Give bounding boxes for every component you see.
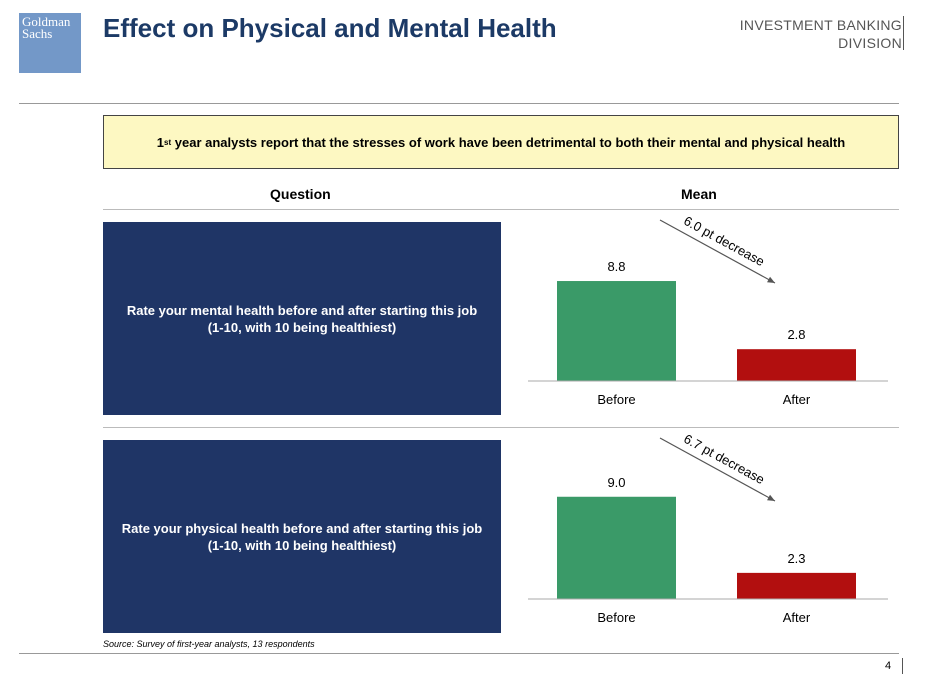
logo-line2: Sachs: [22, 26, 53, 41]
mental-health-chart: 8.8 Before 2.8 After 6.0 pt decrease: [528, 213, 888, 407]
division-line1: INVESTMENT BANKING: [739, 17, 902, 33]
mental-bar-after: [737, 349, 856, 381]
banner-text: year analysts report that the stresses o…: [171, 134, 846, 150]
question-box-mental: Rate your mental health before and after…: [103, 222, 501, 415]
physical-category-label-after: After: [783, 610, 811, 625]
physical-decrease-annotation: 6.7 pt decrease: [681, 431, 767, 487]
mental-bar-before: [557, 281, 676, 381]
source-note: Source: Survey of first-year analysts, 1…: [103, 639, 315, 649]
physical-decrease-arrow: [659, 437, 776, 502]
column-header-mean: Mean: [681, 186, 717, 202]
physical-category-label-before: Before: [597, 610, 635, 625]
mental-category-label-after: After: [783, 392, 811, 407]
physical-value-label-after: 2.3: [787, 551, 805, 566]
physical-bar-before: [557, 496, 676, 599]
physical-health-chart: 9.0 Before 2.3 After 6.7 pt decrease: [528, 431, 888, 625]
question-text-physical: Rate your physical health before and aft…: [121, 520, 483, 553]
mental-arrow-head: [767, 276, 775, 283]
question-box-physical: Rate your physical health before and aft…: [103, 440, 501, 633]
division-divider: [903, 16, 904, 50]
physical-arrow-head: [767, 494, 775, 501]
column-header-question: Question: [270, 186, 331, 202]
mental-value-label-after: 2.8: [787, 327, 805, 342]
logo-line1: Goldman: [22, 14, 71, 29]
columns-divider: [103, 209, 899, 210]
company-logo: Goldman Sachs: [19, 13, 81, 73]
section-divider: [103, 427, 899, 428]
division-label: INVESTMENT BANKING DIVISION: [740, 16, 902, 52]
banner-num: 1: [156, 134, 165, 150]
physical-value-label-before: 9.0: [607, 475, 625, 490]
question-text-mental: Rate your mental health before and after…: [126, 302, 478, 335]
mental-category-label-before: Before: [597, 392, 635, 407]
division-line2: DIVISION: [838, 35, 902, 51]
physical-bar-after: [737, 572, 856, 599]
header-divider: [19, 103, 899, 104]
page-title: Effect on Physical and Mental Health: [103, 13, 557, 43]
mental-decrease-arrow: [659, 219, 776, 284]
page-number: 4: [885, 660, 892, 672]
mental-value-label-before: 8.8: [607, 259, 625, 274]
mental-decrease-annotation: 6.0 pt decrease: [681, 213, 767, 269]
page-number-divider: [902, 658, 903, 674]
banner-sup: st: [164, 137, 172, 147]
footer-divider: [19, 653, 899, 654]
